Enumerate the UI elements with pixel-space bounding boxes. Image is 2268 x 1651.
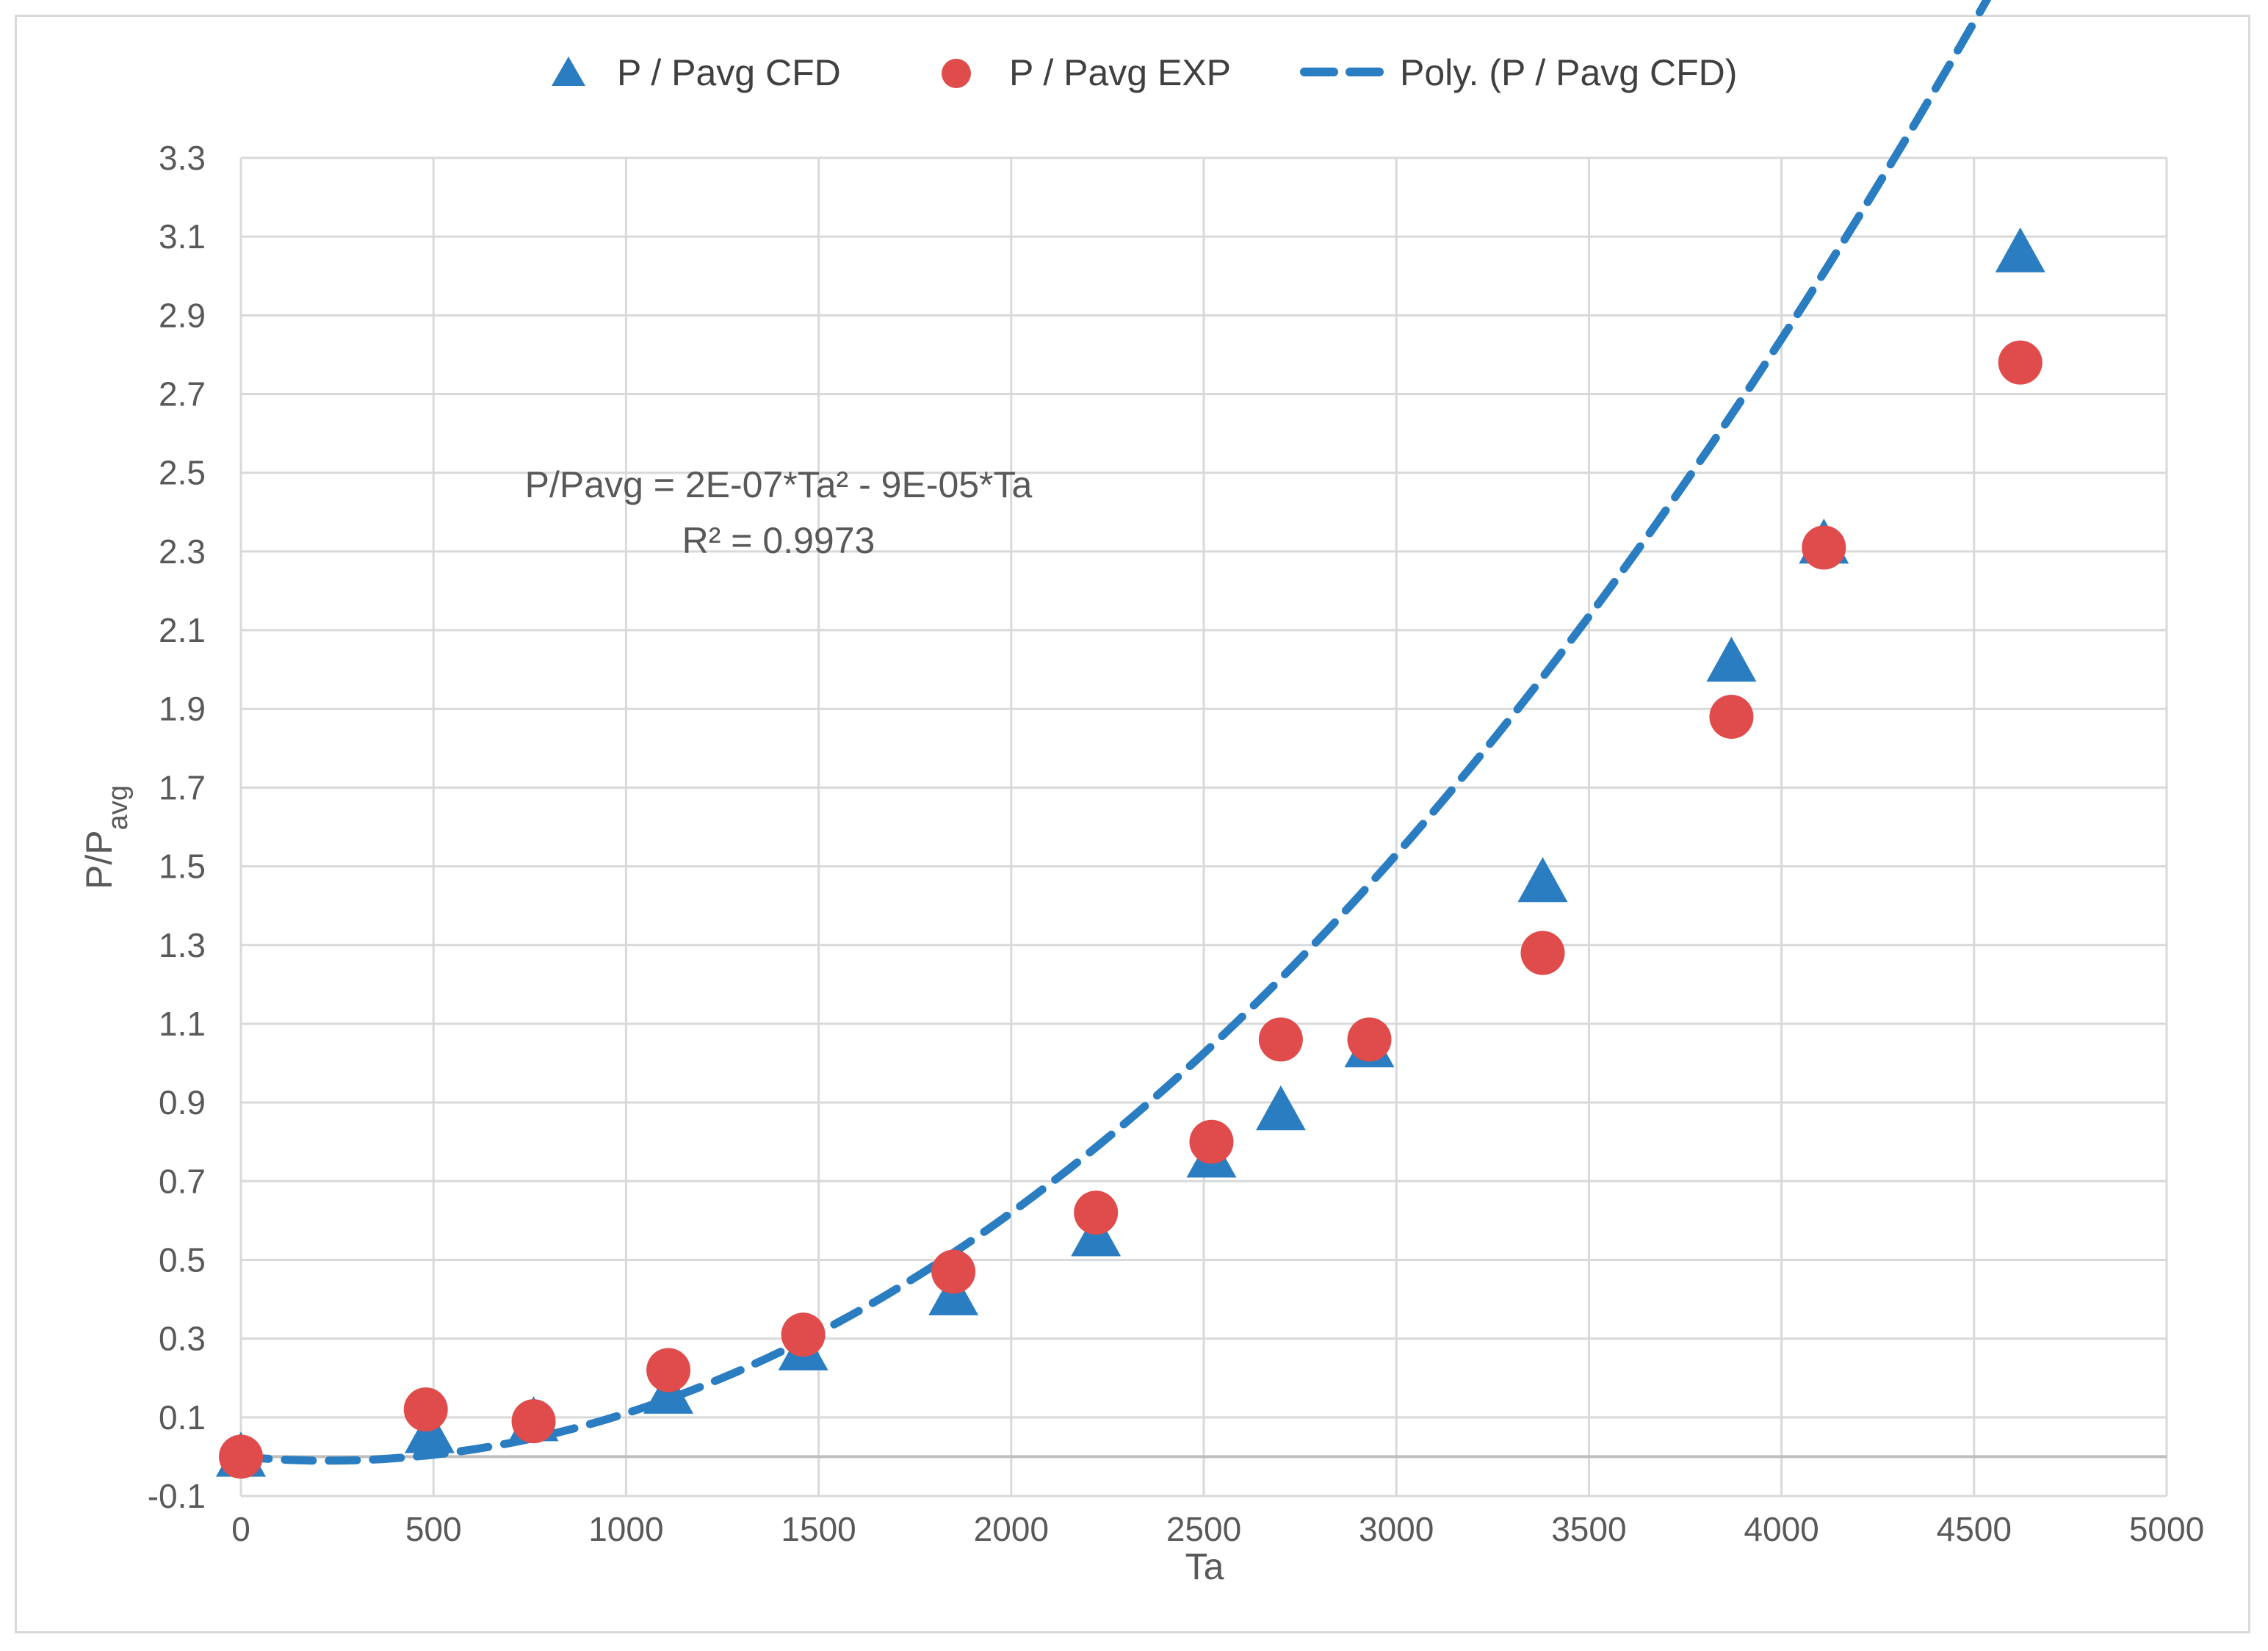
- exp-point: [1074, 1191, 1119, 1235]
- x-tick-label: 0: [231, 1510, 250, 1548]
- exp-point: [1189, 1119, 1234, 1164]
- x-tick-label: 4500: [1937, 1510, 2012, 1548]
- exp-point: [1258, 1017, 1303, 1062]
- y-tick-label: 1.5: [159, 848, 206, 886]
- legend: P / Pavg CFD P / Pavg EXP Poly. (P / Pav…: [552, 52, 1737, 93]
- trend-equation: P/Pavg = 2E-07*Ta² - 9E-05*Ta: [525, 464, 1033, 505]
- y-tick-label: 0.7: [159, 1162, 206, 1200]
- y-tick-label: 2.9: [159, 296, 206, 334]
- exp-point: [1998, 340, 2043, 385]
- y-tick-label: 1.3: [159, 926, 206, 964]
- exp-point: [403, 1387, 448, 1432]
- y-tick-label: 0.3: [159, 1320, 206, 1358]
- cfd-point: [1255, 1085, 1306, 1131]
- axis-layer: 0 500 1000 1500 2000 2500 3000 3500 4000 4500 5000…: [148, 139, 2204, 1548]
- y-axis-title-main: P/P: [79, 830, 120, 889]
- exp-point: [1802, 525, 1846, 570]
- y-tick-label: 0.9: [159, 1083, 206, 1121]
- cfd-point: [1706, 636, 1757, 682]
- trendline: [236, 0, 1992, 1465]
- grid-layer: [239, 156, 2168, 1498]
- x-tick-label: 2000: [974, 1510, 1049, 1548]
- y-tick-label: 1.9: [159, 690, 206, 728]
- chart-frame: [15, 15, 2250, 1633]
- y-tick-label: 1.1: [159, 1005, 206, 1043]
- y-tick-label: 3.1: [159, 217, 206, 256]
- y-tick-label: 2.5: [159, 454, 206, 492]
- y-tick-label: 0.5: [159, 1240, 206, 1279]
- trend-r-squared: R² = 0.9973: [682, 520, 875, 561]
- x-tick-label: 3000: [1359, 1510, 1434, 1548]
- marker-layer: [216, 227, 2045, 1479]
- exp-point: [1520, 931, 1565, 975]
- exp-point: [511, 1399, 556, 1444]
- legend-exp-label: P / Pavg EXP: [1009, 52, 1231, 93]
- y-tick-label: 2.7: [159, 375, 206, 413]
- exp-point: [1347, 1017, 1392, 1062]
- legend-exp-marker: [942, 59, 971, 88]
- trend-layer: [236, 0, 1992, 1465]
- exp-point: [931, 1249, 976, 1294]
- cfd-point: [1995, 227, 2045, 272]
- y-tick-label: 2.1: [159, 611, 206, 649]
- x-tick-label: 2500: [1166, 1510, 1241, 1548]
- legend-cfd-label: P / Pavg CFD: [617, 52, 841, 93]
- y-tick-label: 1.7: [159, 768, 206, 806]
- x-tick-label: 4000: [1744, 1510, 1819, 1548]
- y-tick-label: 3.3: [159, 139, 206, 177]
- x-tick-label: 3500: [1551, 1510, 1626, 1548]
- legend-cfd-marker: [552, 57, 585, 86]
- cfd-point: [1517, 857, 1568, 903]
- x-tick-label: 500: [405, 1510, 462, 1548]
- exp-point: [219, 1434, 263, 1479]
- y-tick-label: 0.1: [159, 1398, 206, 1437]
- y-tick-label: 2.3: [159, 532, 206, 571]
- legend-trend-label: Poly. (P / Pavg CFD): [1400, 52, 1737, 93]
- exp-point: [781, 1312, 826, 1357]
- y-axis-title: P/Pavg: [79, 785, 134, 889]
- exp-point: [646, 1348, 691, 1392]
- x-tick-label: 5000: [2129, 1510, 2204, 1548]
- x-tick-label: 1500: [781, 1510, 856, 1548]
- y-axis-title-sub: avg: [103, 785, 134, 830]
- y-tick-label: -0.1: [148, 1477, 206, 1515]
- exp-point: [1709, 694, 1754, 739]
- x-tick-label: 1000: [588, 1510, 663, 1548]
- x-axis-title: Ta: [1185, 1546, 1224, 1587]
